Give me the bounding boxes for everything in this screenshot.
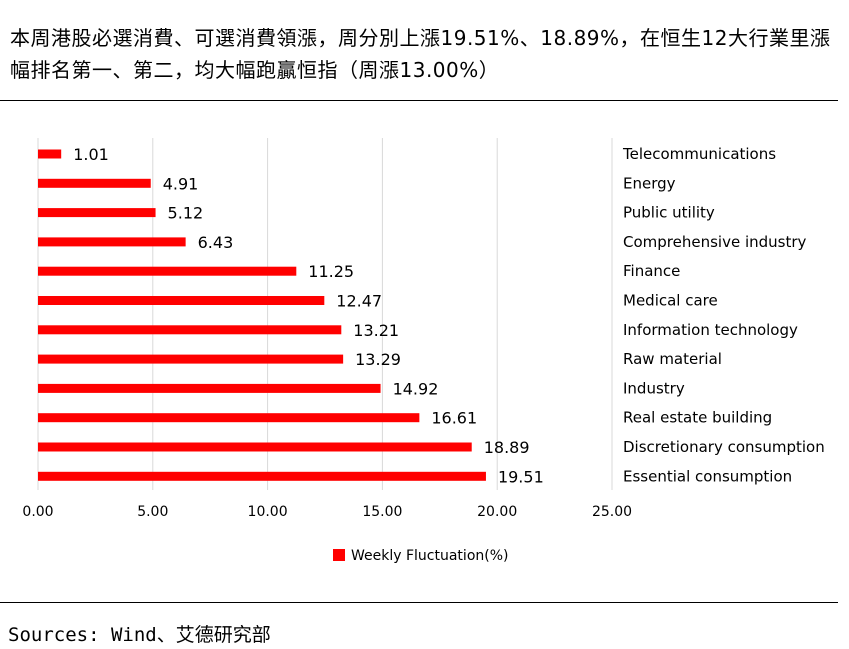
bottom-divider: [0, 602, 838, 603]
category-label: Public utility: [623, 204, 715, 222]
x-tick-label: 25.00: [592, 504, 632, 520]
legend-swatch: [333, 549, 345, 561]
bar: [38, 413, 420, 423]
bar: [38, 354, 344, 364]
data-label: 12.47: [336, 292, 382, 311]
source-note: Sources: Wind、艾德研究部: [8, 624, 271, 646]
data-label: 19.51: [498, 467, 544, 486]
category-label: Essential consumption: [623, 467, 792, 485]
category-label: Energy: [623, 174, 676, 192]
x-tick-label: 5.00: [137, 504, 168, 520]
data-label: 5.12: [168, 204, 204, 223]
x-tick-label: 0.00: [22, 504, 53, 520]
top-divider: [0, 100, 838, 101]
x-tick-label: 15.00: [362, 504, 402, 520]
bar: [38, 296, 325, 305]
x-tick-label: 10.00: [248, 504, 288, 520]
data-label: 13.21: [353, 321, 399, 340]
bar: [38, 149, 62, 159]
bar: [38, 208, 156, 218]
legend-label: Weekly Fluctuation(%): [351, 548, 508, 564]
data-label: 6.43: [198, 233, 234, 252]
data-label: 18.89: [484, 438, 530, 457]
data-label: 16.61: [431, 409, 477, 428]
data-label: 4.91: [163, 174, 199, 193]
category-label: Finance: [623, 262, 680, 280]
category-label: Industry: [623, 379, 685, 397]
category-label: Information technology: [623, 321, 798, 339]
bar: [38, 383, 381, 393]
category-label: Discretionary consumption: [623, 438, 825, 456]
category-label: Raw material: [623, 350, 722, 368]
bar: [38, 237, 186, 247]
x-tick-label: 20.00: [477, 504, 517, 520]
category-label: Medical care: [623, 292, 718, 310]
data-label: 11.25: [308, 262, 354, 281]
bar: [38, 442, 472, 452]
data-label: 14.92: [393, 379, 439, 398]
data-label: 13.29: [355, 350, 401, 369]
data-label: 1.01: [73, 145, 109, 164]
category-label: Real estate building: [623, 409, 772, 427]
bar: [38, 178, 151, 188]
category-label: Telecommunications: [622, 145, 776, 163]
category-label: Comprehensive industry: [623, 233, 807, 251]
headline: 本周港股必選消費、可選消費領漲，周分別上漲19.51%、18.89%，在恒生12…: [10, 26, 831, 82]
bar: [38, 266, 297, 276]
bar: [38, 471, 486, 481]
bar: [38, 325, 342, 335]
bar-chart: 0.00 5.00 10.00 15.00 20.00 25.00 1.01 Telecomm…: [22, 138, 825, 564]
